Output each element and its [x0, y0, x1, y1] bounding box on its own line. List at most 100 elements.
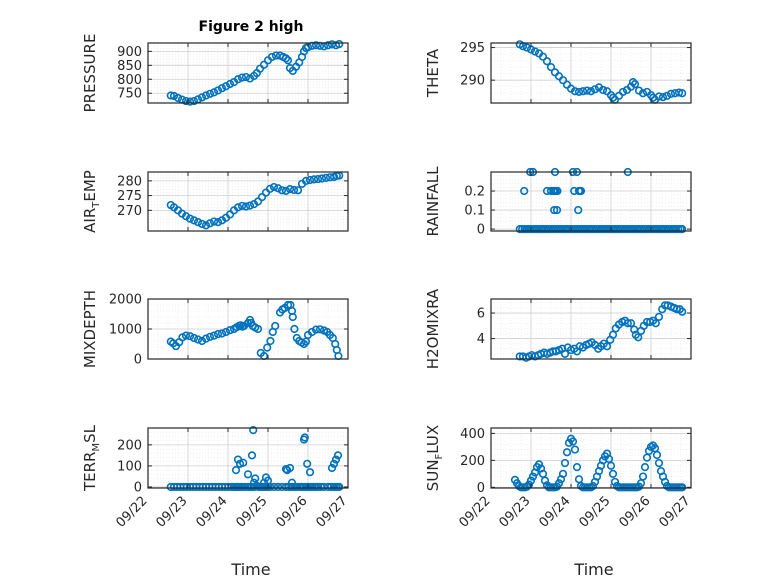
data-point	[630, 79, 640, 89]
panel-theta: 290 295 THETA	[424, 40, 692, 104]
data-point	[554, 479, 564, 488]
data-point	[305, 468, 315, 477]
data-point	[572, 463, 582, 472]
y-tick-label: 900	[117, 45, 142, 60]
data-point	[315, 325, 325, 334]
data-point	[651, 319, 660, 328]
data-point	[654, 458, 664, 468]
series-points	[510, 434, 687, 492]
data-point	[209, 331, 219, 340]
data-point	[181, 212, 191, 221]
y-tick-label: 0	[134, 480, 142, 495]
data-point	[560, 458, 570, 468]
x-tick-label: 09/26	[273, 494, 310, 531]
y-axis-label: THETA	[424, 48, 442, 98]
data-point	[281, 54, 291, 63]
data-point	[335, 40, 344, 49]
data-point	[221, 327, 231, 337]
data-point	[289, 185, 299, 195]
data-point	[225, 326, 235, 335]
data-point	[576, 186, 586, 196]
data-point	[570, 445, 580, 454]
data-point	[623, 319, 632, 328]
panel-mixdepth: 0 1000 2000 MIXDEPTH	[81, 290, 349, 368]
data-point	[542, 57, 552, 66]
data-point	[662, 91, 672, 100]
series-points	[166, 40, 344, 106]
data-point	[658, 93, 668, 102]
grid	[490, 171, 692, 231]
axes-box	[490, 427, 692, 489]
axes-box	[147, 42, 349, 104]
data-point	[652, 450, 662, 460]
data-point	[553, 186, 562, 196]
data-point	[209, 88, 219, 97]
data-point	[666, 89, 676, 98]
axes-box	[490, 42, 692, 104]
data-point	[678, 307, 687, 316]
y-tick-label: 280	[117, 174, 142, 189]
x-tick-label: 09/24	[193, 494, 230, 531]
data-point	[562, 448, 572, 457]
data-point	[217, 84, 227, 93]
data-point	[333, 451, 343, 460]
data-point	[181, 96, 191, 106]
data-point	[606, 461, 616, 470]
data-point	[678, 224, 687, 234]
panel-h2omixra: 4 6 H2OMIXRA	[424, 288, 692, 369]
data-point	[249, 478, 259, 487]
data-point	[293, 186, 303, 195]
data-point	[189, 216, 199, 225]
data-point	[247, 451, 257, 460]
data-point	[166, 91, 175, 100]
series-points	[166, 426, 344, 492]
y-axis-label: MIXDEPTH	[81, 290, 99, 368]
y-tick-label: 200	[117, 438, 142, 453]
data-point	[586, 87, 596, 96]
data-point	[588, 481, 598, 491]
grid	[147, 427, 349, 488]
data-point	[233, 75, 243, 84]
data-point	[193, 218, 203, 227]
data-point	[610, 477, 620, 487]
data-point	[526, 476, 536, 485]
data-point	[285, 463, 295, 473]
y-tick-label: 290	[460, 74, 485, 89]
data-point	[305, 175, 315, 185]
data-point	[640, 463, 650, 472]
series-points	[166, 300, 343, 361]
axes-box	[490, 171, 692, 232]
data-point	[273, 184, 283, 193]
data-point	[568, 437, 578, 446]
data-point	[273, 482, 283, 492]
data-point	[277, 186, 287, 195]
x-tick-label: 09/25	[576, 494, 613, 531]
data-point	[224, 482, 233, 492]
data-point	[205, 89, 215, 98]
data-point	[598, 85, 608, 95]
y-tick-label: 270	[117, 204, 142, 219]
data-point	[329, 459, 339, 468]
data-point	[213, 330, 223, 339]
data-point	[546, 63, 556, 72]
series-points	[515, 40, 687, 104]
data-point	[287, 478, 297, 487]
x-tick-label: 09/22	[456, 494, 493, 531]
data-point	[283, 56, 293, 65]
data-point	[313, 174, 323, 184]
data-point	[654, 312, 664, 321]
y-tick-label: 6	[477, 307, 485, 322]
data-point	[185, 214, 195, 223]
data-point	[201, 221, 211, 230]
data-point	[263, 476, 273, 485]
data-point	[678, 483, 687, 492]
data-point	[614, 91, 624, 100]
x-tick-label: 09/25	[233, 494, 270, 531]
data-point	[173, 93, 183, 103]
data-point	[321, 173, 331, 182]
data-point	[558, 469, 568, 478]
y-axis-label: SUNFLUX	[424, 425, 445, 491]
data-point	[528, 472, 538, 481]
data-point	[193, 335, 203, 344]
